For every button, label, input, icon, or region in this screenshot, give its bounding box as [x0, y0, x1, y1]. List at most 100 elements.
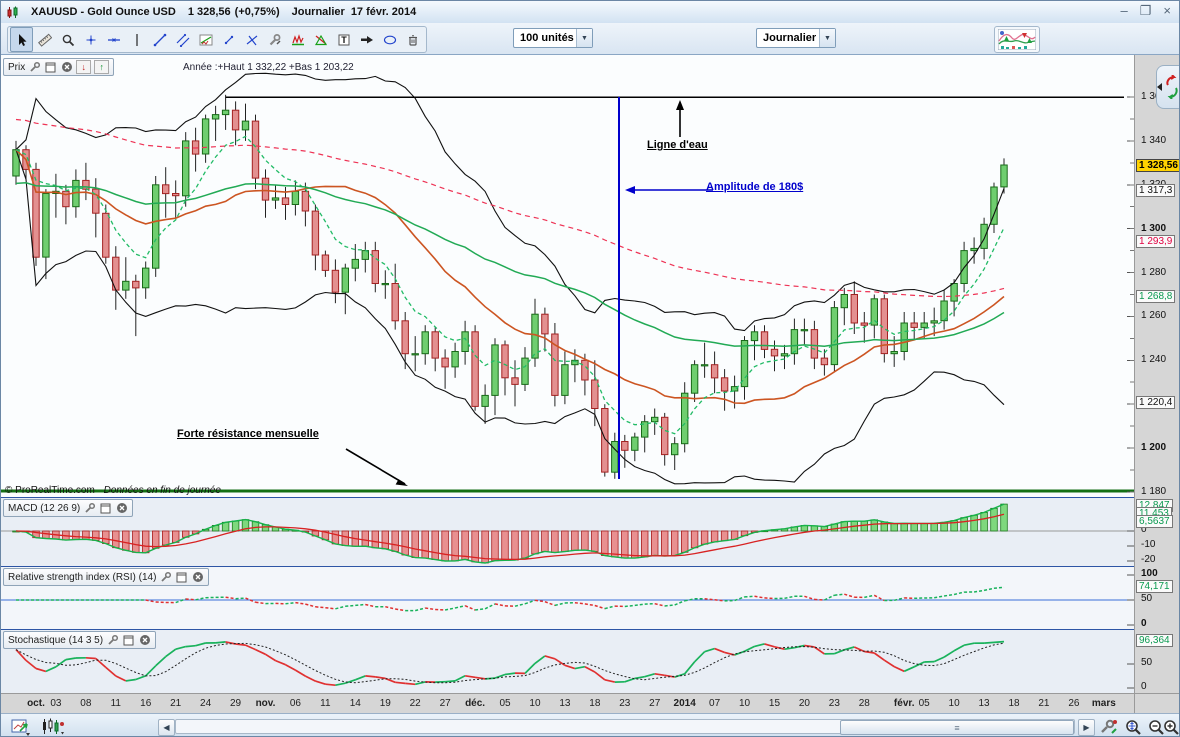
- pointer-icon: [18, 33, 26, 46]
- ellipse-icon: [383, 35, 396, 44]
- annotation-forte-resistance[interactable]: Forte résistance mensuelle: [177, 428, 319, 440]
- axis-tick-label: 1 200: [1141, 442, 1167, 454]
- chevron-down-icon[interactable]: ▼: [576, 29, 592, 47]
- date-axis-label: nov.: [255, 698, 276, 709]
- data-note-text: Données en fin de journée: [103, 485, 221, 496]
- date-axis-label: oct.: [27, 698, 45, 709]
- units-select[interactable]: 100 unités ▼: [513, 28, 593, 48]
- horizontal-segment-icon: [107, 37, 120, 42]
- crossed-lines-icon: [246, 35, 257, 45]
- axis-tick-label: 1 300: [1141, 222, 1167, 234]
- date-axis-label: 18: [1008, 698, 1020, 709]
- bottom-bar: ◀ ≡ ▶: [1, 713, 1179, 736]
- tool-horizontal-segment[interactable]: [102, 27, 125, 52]
- vertical-line-icon: [135, 33, 138, 46]
- wrench-icon[interactable]: [159, 571, 172, 583]
- window-icon[interactable]: [175, 571, 188, 583]
- chart-options-icon: [1101, 719, 1117, 734]
- window-title: XAUUSD - Gold Ounce USD: [31, 6, 176, 18]
- axis-tick-label: 100: [1141, 568, 1158, 579]
- tool-pattern-bearish[interactable]: [286, 27, 309, 52]
- window-icon[interactable]: [44, 61, 57, 73]
- candlestick-icon: [6, 6, 19, 18]
- tool-pointer[interactable]: [10, 27, 33, 52]
- window-icon[interactable]: [122, 634, 135, 646]
- close-icon[interactable]: [191, 571, 204, 583]
- date-axis-label: 26: [1068, 698, 1080, 709]
- scrollbar-thumb[interactable]: ≡: [840, 720, 1074, 735]
- restore-button[interactable]: ❐: [1139, 3, 1152, 18]
- scroll-left-button[interactable]: ◀: [158, 719, 175, 736]
- chart-config-button[interactable]: [37, 716, 69, 736]
- tool-delete[interactable]: [401, 27, 424, 52]
- tool-trend-line[interactable]: [148, 27, 171, 52]
- date-axis: oct. 03 08 11 16 21 24 29 nov. 06 11 14 19 22 27 déc. 05…: [1, 693, 1134, 715]
- open-chart-button[interactable]: [7, 716, 35, 736]
- price-panel-label: Prix: [8, 61, 26, 73]
- axis-tick-label: 50: [1141, 593, 1153, 604]
- date-axis-label: 14: [349, 698, 361, 709]
- title-date: 17 févr. 2014: [350, 6, 417, 18]
- close-icon[interactable]: [115, 502, 128, 514]
- tool-text[interactable]: T: [332, 27, 355, 52]
- date-axis-label: mars: [1091, 698, 1116, 709]
- tool-crossed-lines[interactable]: [240, 27, 263, 52]
- side-panel-tab[interactable]: [1156, 65, 1179, 109]
- arrow-up-icon[interactable]: ↑: [94, 60, 110, 74]
- zoom-out-button[interactable]: [1144, 716, 1168, 736]
- axis-tick-label: 50: [1141, 657, 1153, 668]
- price-chart-canvas[interactable]: [1, 59, 1134, 497]
- tool-ruler[interactable]: [33, 27, 56, 52]
- zoom-fit-button[interactable]: [1121, 716, 1145, 736]
- chart-scrollbar[interactable]: ≡: [175, 719, 1075, 735]
- window-icon[interactable]: [99, 502, 112, 514]
- axis-tick-label: 0: [1141, 681, 1147, 692]
- date-axis-label: 29: [229, 698, 242, 709]
- point-icon: [86, 35, 95, 44]
- close-icon[interactable]: [138, 634, 151, 646]
- arrow-down-icon[interactable]: ↓: [76, 60, 92, 74]
- date-axis-label: 11: [320, 698, 331, 709]
- axis-tick-label: 1 240: [1141, 354, 1167, 366]
- chart-options-button[interactable]: [1097, 716, 1121, 736]
- indicator-value-box: 1 268,8: [1136, 290, 1176, 304]
- date-axis-label: 22: [409, 698, 421, 709]
- open-chart-icon: [11, 719, 30, 736]
- minimize-button[interactable]: –: [1120, 3, 1128, 18]
- axis-tick-label: 1 280: [1141, 266, 1167, 278]
- tool-regression-channel[interactable]: [194, 27, 217, 52]
- close-button[interactable]: ×: [1163, 3, 1171, 18]
- wrench-icon[interactable]: [28, 61, 41, 73]
- wrench-icon[interactable]: [83, 502, 96, 514]
- date-axis-label: 18: [589, 698, 601, 709]
- period-select[interactable]: Journalier ▼: [756, 28, 836, 48]
- zoom-in-button[interactable]: [1159, 716, 1179, 736]
- chevron-down-icon[interactable]: ▼: [819, 29, 835, 47]
- tool-zoom[interactable]: [56, 27, 79, 52]
- scroll-right-button[interactable]: ▶: [1078, 719, 1095, 736]
- tool-parallel-lines[interactable]: [171, 27, 194, 52]
- indicator-value-box: 1 293,9: [1136, 235, 1176, 249]
- tool-vertical-line[interactable]: [125, 27, 148, 52]
- tool-drawing-tools[interactable]: [263, 27, 286, 52]
- date-axis-label: 11: [110, 698, 121, 709]
- annotation-amplitude[interactable]: Amplitude de 180$: [706, 181, 804, 193]
- date-axis-label: 05: [918, 698, 930, 709]
- axis-tick-label: 1 340: [1141, 134, 1167, 146]
- tool-segment[interactable]: [217, 27, 240, 52]
- tool-point[interactable]: [79, 27, 102, 52]
- macd-chart-canvas[interactable]: [1, 497, 1134, 566]
- tool-pattern-bullish[interactable]: [309, 27, 332, 52]
- stochastic-chart-canvas[interactable]: [1, 629, 1134, 693]
- date-axis-label: 13: [978, 698, 990, 709]
- wrench-icon[interactable]: [106, 634, 119, 646]
- tool-arrow[interactable]: [355, 27, 378, 52]
- period-select-value: Journalier: [763, 32, 817, 44]
- thumb-grip-icon: ≡: [954, 722, 960, 733]
- annotation-ligne-deau[interactable]: Ligne d'eau: [647, 139, 708, 151]
- chart-style-button[interactable]: [994, 26, 1040, 53]
- close-icon[interactable]: [60, 61, 73, 73]
- tool-ellipse[interactable]: [378, 27, 401, 52]
- axis-tick-label: -20: [1141, 554, 1156, 565]
- zoom-fit-icon: [1125, 719, 1141, 735]
